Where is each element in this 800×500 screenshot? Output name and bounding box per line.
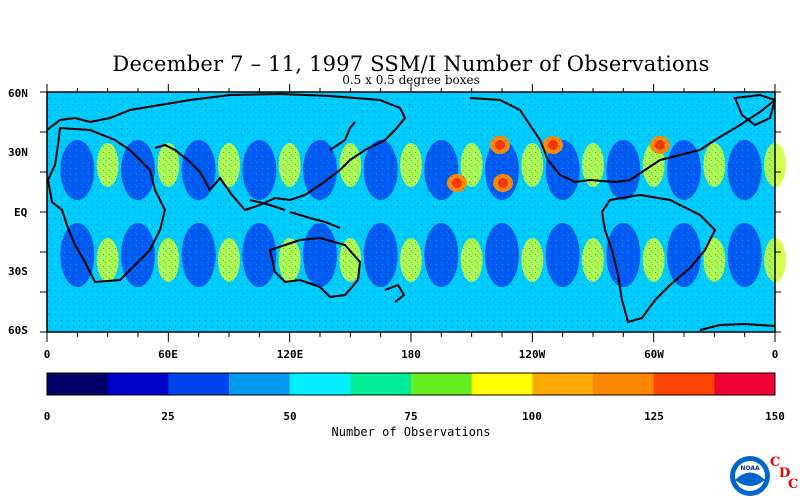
lat-label: EQ [14, 206, 28, 219]
africa-coast [46, 126, 167, 284]
latitude-axis: 60N 30N EQ 30S 60S [8, 87, 28, 337]
colorbar [46, 372, 776, 396]
colorbar-swatch [593, 373, 655, 395]
colorbar-tick-label: 0 [44, 410, 51, 423]
antarctica-coast [699, 322, 776, 331]
colorbar-tick-label: 125 [644, 410, 664, 423]
lon-label: 120E [277, 348, 304, 361]
colorbar-frame [46, 372, 776, 396]
noaa-logo: NOAA [730, 456, 770, 496]
cdc-mark-c1: C [770, 455, 781, 470]
colorbar-swatch [532, 373, 594, 395]
lat-label: 60N [8, 87, 28, 100]
colorbar-swatch [714, 373, 776, 395]
colorbar-swatch [411, 373, 473, 395]
coastlines [46, 92, 777, 331]
cdc-mark-c2: C [788, 477, 799, 492]
colorbar-label: Number of Observations [331, 425, 491, 439]
colorbar-tick-label: 75 [404, 410, 417, 423]
field-texture [47, 92, 775, 332]
colorbar-swatch [229, 373, 291, 395]
colorbar-tick-label: 100 [522, 410, 542, 423]
lon-label: 180 [401, 348, 421, 361]
colorbar-swatch [168, 373, 230, 395]
colorbar-tick-label: 150 [765, 410, 785, 423]
japan-coast [329, 121, 356, 151]
colorbar-swatch [47, 373, 109, 395]
colorbar-swatch [471, 373, 533, 395]
colorbar-tick-label: 25 [161, 410, 174, 423]
chart-title: December 7 – 11, 1997 SSM/I Number of Ob… [112, 52, 710, 76]
chart-subtitle: 0.5 x 0.5 degree boxes [342, 73, 480, 87]
new-zealand-coast [384, 283, 406, 303]
axis-ticks [40, 84, 781, 342]
greenland-coast [733, 93, 777, 127]
colorbar-swatch [289, 373, 351, 395]
lat-label: 30S [8, 265, 28, 278]
colorbar-swatch [107, 373, 169, 395]
indonesia-islands [249, 199, 341, 229]
lon-label: 60W [644, 348, 664, 361]
colorbar-tick-label: 50 [283, 410, 296, 423]
lat-label: 30N [8, 146, 28, 159]
observation-field [47, 92, 786, 332]
north-america-coast [469, 97, 776, 184]
cdc-mark-d: D [779, 466, 791, 481]
longitude-axis: 0 60E 120E 180 120W 60W 0 [44, 348, 779, 361]
south-america-coast [600, 193, 717, 324]
lon-label: 60E [158, 348, 178, 361]
lat-label: 60S [8, 324, 28, 337]
lon-label: 0 [772, 348, 779, 361]
eurasia-coast [46, 92, 407, 212]
colorbar-swatch [653, 373, 715, 395]
australia-coast [268, 236, 362, 299]
noaa-logo-text: NOAA [740, 465, 760, 472]
lon-label: 120W [519, 348, 546, 361]
colorbar-swatch [350, 373, 412, 395]
colorbar-ticks: 0 25 50 75 100 125 150 [44, 410, 785, 423]
lon-label: 0 [44, 348, 51, 361]
